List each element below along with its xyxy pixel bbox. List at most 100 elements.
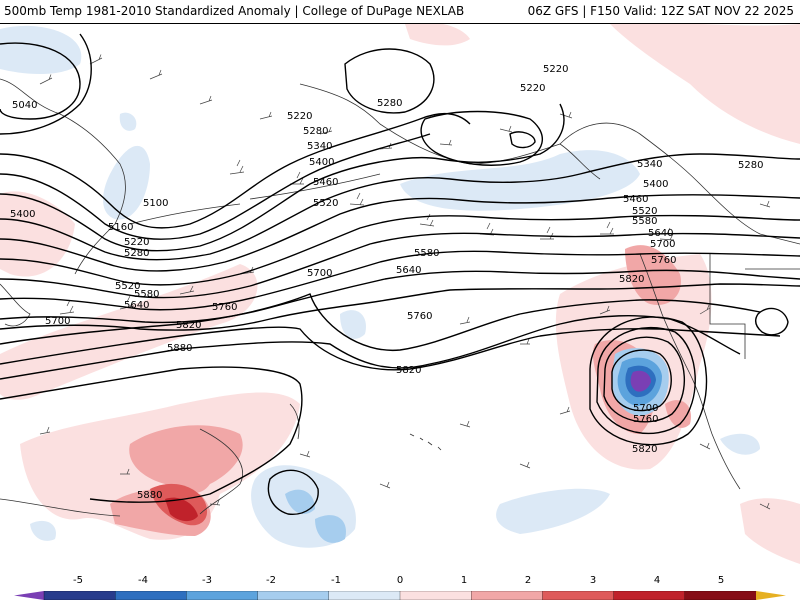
contour-5760: [0, 326, 781, 371]
height-contours: [0, 33, 800, 515]
colorbar-tick-label: 2: [524, 575, 532, 586]
anomaly-area-warm-mid: [129, 425, 243, 494]
anomaly-area-cold: [630, 370, 651, 392]
colorbar-tick-label: 0: [396, 575, 404, 586]
colorbar-tick-label: -1: [331, 575, 341, 586]
colorbar-tick-label: -2: [266, 575, 276, 586]
contour-5520: [0, 250, 800, 311]
contour-label: 5280: [124, 248, 149, 259]
contour-label: 5760: [407, 311, 432, 322]
contour-label: 5820: [396, 365, 421, 376]
colorbar-swatch: [613, 591, 686, 600]
contour-5700: [0, 293, 761, 352]
contour-label: 5580: [414, 248, 439, 259]
contour-low-5700: [596, 327, 696, 435]
colorbar-tick-label: 3: [589, 575, 597, 586]
contour-low-5640: [603, 336, 685, 423]
contour-label: 5280: [377, 98, 402, 109]
colorbar-tick-labels: -5 -4 -3 -2 -1 0 1 2 3 4 5: [0, 574, 800, 588]
colorbar-tick-label: 4: [653, 575, 661, 586]
coastline-aleutians: [129, 173, 381, 225]
colorbar-swatch-group: [14, 591, 786, 600]
contour-label: 5580: [134, 289, 159, 300]
contour-label: 5640: [124, 300, 149, 311]
contour-label: 5820: [176, 320, 201, 331]
wind-barb: [39, 426, 391, 506]
contour-5820-small-ring: [267, 469, 319, 515]
wind-barb: [459, 406, 771, 510]
anomaly-area-warm-mid: [625, 245, 681, 305]
contour-label: 5220: [543, 64, 568, 75]
contour-label: 5640: [396, 265, 421, 276]
anomaly-map: 5040 5100 5160 5220 5280 5220 5280 5340 …: [0, 24, 800, 574]
contour-low-5580: [611, 349, 672, 412]
colorbar-tick-label: -5: [73, 575, 83, 586]
contour-label: 5220: [287, 111, 312, 122]
anomaly-area-warm: [740, 498, 800, 564]
wind-barb: [39, 54, 273, 120]
anomaly-area-cold: [103, 145, 150, 220]
colorbar-tick-label: 1: [460, 575, 468, 586]
contour-label: 5100: [143, 198, 168, 209]
wind-barb: [459, 200, 771, 345]
contour-label: 5880: [167, 343, 192, 354]
contour-label: 5400: [309, 157, 334, 168]
contour-labels: 5040 5100 5160 5220 5280 5220 5280 5340 …: [10, 64, 763, 501]
anomaly-area-cold-mid: [315, 515, 346, 543]
contour-5100: [0, 112, 471, 229]
anomaly-area-cold: [720, 433, 760, 455]
coastline-westcoast: [639, 253, 741, 490]
contour-5100-ring: [344, 48, 435, 114]
contour-ring-east: [754, 307, 789, 336]
colorbar-swatch: [328, 591, 401, 600]
anomaly-area-cold: [340, 310, 366, 339]
contour-label: 5220: [124, 237, 149, 248]
contour-label: 5700: [307, 268, 332, 279]
contour-label: 5340: [307, 141, 332, 152]
colorbar-swatch: [257, 591, 330, 600]
anomaly-area-cold: [0, 25, 82, 74]
contour-label: 5580: [632, 216, 657, 227]
contour-5280-ring: [509, 131, 536, 149]
wind-barbs: [39, 54, 771, 510]
contour-label: 5340: [637, 159, 662, 170]
contour-5220-ring: [420, 110, 543, 166]
contour-label: 5460: [313, 177, 338, 188]
contour-label: 5760: [633, 414, 658, 425]
anomaly-area-warm: [610, 24, 800, 144]
colorbar-swatches: [14, 591, 786, 600]
contour-low-5760: [589, 316, 708, 446]
contour-5340: [0, 194, 800, 272]
contour-5280: [0, 153, 800, 261]
contour-label: 5700: [650, 239, 675, 250]
coastline-eastern-border: [709, 254, 800, 359]
contour-label: 5760: [212, 302, 237, 313]
contour-5400: [0, 214, 800, 286]
contour-label: 5520: [115, 281, 140, 292]
contour-5640: [0, 283, 800, 331]
contour-5220: [0, 103, 565, 252]
contour-label: 5640: [648, 228, 673, 239]
anomaly-shading: [0, 24, 800, 564]
contour-5040: [0, 42, 81, 120]
colorbar-tick-label: -4: [138, 575, 148, 586]
contour-label: 5400: [10, 209, 35, 220]
contour-label: 5700: [633, 403, 658, 414]
anomaly-area-warm-max: [165, 497, 198, 522]
contour-5460: [0, 232, 800, 299]
contour-label: 5400: [643, 179, 668, 190]
anomaly-area-cold: [496, 488, 610, 534]
contour-label: 5460: [623, 194, 648, 205]
contour-label: 5040: [12, 100, 37, 111]
title-bar: 500mb Temp 1981-2010 Standardized Anomal…: [0, 0, 800, 24]
anomaly-area-cold-mid: [285, 489, 315, 514]
contour-label: 5820: [632, 444, 657, 455]
contour-label: 5220: [520, 83, 545, 94]
anomaly-area-warm: [0, 264, 258, 400]
colorbar-min-arrow: [14, 591, 44, 600]
colorbar-tick-label: 5: [717, 575, 725, 586]
colorbar-swatch: [399, 591, 472, 600]
anomaly-area-cold: [119, 112, 137, 131]
anomaly-area-warm: [0, 191, 75, 277]
